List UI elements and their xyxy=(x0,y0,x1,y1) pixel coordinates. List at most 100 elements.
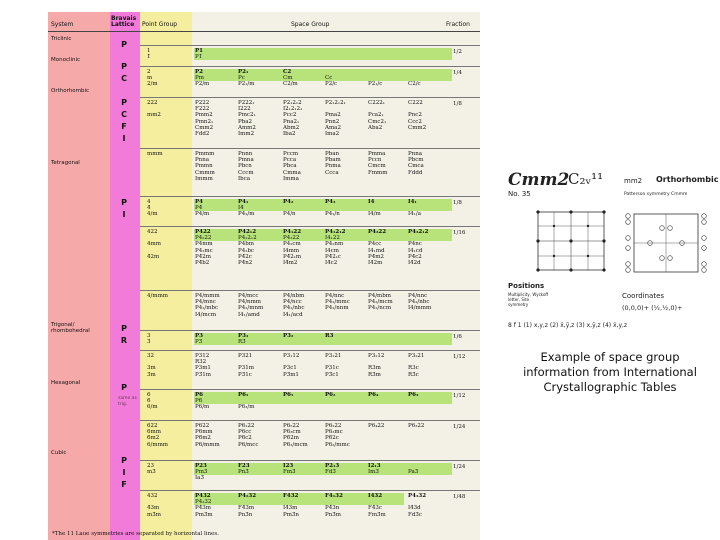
space-group-cell: P6₄ xyxy=(368,392,379,398)
laue-separator xyxy=(140,45,480,46)
space-group-cell: P6/m xyxy=(195,404,210,411)
lattice-cubic-i: I xyxy=(122,468,126,477)
fraction-value: 1/12 xyxy=(453,393,466,399)
lattice-monoclinic-p: P xyxy=(121,62,127,71)
inset-coordinates-label: Coordinates xyxy=(622,292,665,300)
space-group-cell: P4cc xyxy=(368,241,382,248)
space-group-cell: Cmma xyxy=(283,169,301,176)
system-cubic: Cubic xyxy=(51,450,67,456)
space-group-cell: P4̄2m xyxy=(195,253,211,260)
space-group-cell: P3₁21 xyxy=(325,353,342,359)
inset-schoenflies: C₂ᵥ¹¹ xyxy=(568,170,604,188)
space-group-cell: P4/m xyxy=(195,211,210,218)
highlight-band xyxy=(194,48,452,60)
space-group-cell: P4₂nm xyxy=(325,241,344,248)
space-group-cell: Cmm2 xyxy=(408,124,427,131)
point-group-cell: 4 xyxy=(147,199,151,205)
space-group-cell: I4₁22 xyxy=(325,235,340,242)
fraction-value: 1/12 xyxy=(453,354,466,360)
header-space-group: Space Group xyxy=(291,21,330,28)
lattice-trigonal-p: P xyxy=(121,324,127,333)
space-group-cell: P3̄ xyxy=(195,339,203,346)
point-group-cell: 222 xyxy=(147,100,158,106)
point-group-cell: 3 xyxy=(147,333,151,339)
laue-separator xyxy=(140,490,480,491)
space-group-cell: C2/c xyxy=(408,81,421,88)
space-group-cell: Cmmm xyxy=(195,169,215,176)
inset-general-position: 8 f 1 (1) x,y,z (2) x̄,ȳ,z (3) x,ȳ,z (4)… xyxy=(508,322,628,329)
space-group-cell: P4̄b2 xyxy=(195,260,210,266)
inset-number: No. 35 xyxy=(508,190,531,198)
space-group-cell: C222 xyxy=(408,100,423,106)
figure-caption: Example of space group information from … xyxy=(523,350,697,394)
space-group-cell: P3̄m1 xyxy=(283,371,299,378)
highlight-band xyxy=(194,392,452,404)
inset-patterson: Patterson symmetry Cmmm xyxy=(624,192,688,197)
fraction-value: 1/48 xyxy=(453,494,466,500)
space-group-cell: Pa3̄ xyxy=(408,469,419,476)
header-system: System xyxy=(51,21,74,28)
space-group-cell: P4/nbm xyxy=(283,293,305,299)
space-group-cell: I4mm xyxy=(283,247,300,254)
space-group-cell: Pmna xyxy=(238,157,254,164)
header-divider xyxy=(48,31,480,32)
point-group-cell: 4̄ xyxy=(147,205,151,212)
space-group-cell: P6/mcc xyxy=(238,441,259,448)
space-group-cell: P4/mnc xyxy=(195,299,216,306)
system-hexagonal: Hexagonal xyxy=(51,380,81,386)
space-group-cell: Pn3̄m xyxy=(325,511,341,518)
space-group-cell: Pc xyxy=(238,75,245,82)
space-group-cell: P4̄3m xyxy=(195,505,211,512)
lattice-orthorhombic-i: I xyxy=(122,134,126,143)
space-group-cell: Pm3̄n xyxy=(283,511,299,518)
space-group-cell: P6₂ xyxy=(325,392,336,398)
space-group-cell: Fd3̄c xyxy=(408,511,422,518)
space-group-cell: P4/mbm xyxy=(368,293,392,299)
fraction-value: 1/16 xyxy=(453,230,466,236)
space-group-cell: P222 xyxy=(195,100,210,106)
space-group-cell: Pn3̄n xyxy=(238,511,253,518)
space-group-cell: Pm3̄ xyxy=(195,469,208,476)
space-group-cell: Pmn2₁ xyxy=(195,118,214,125)
space-group-cell: P2 xyxy=(195,69,203,75)
lattice-orthorhombic-c: C xyxy=(121,110,127,119)
space-group-cell: Pba2 xyxy=(238,118,252,125)
space-group-cell: I4₁/acd xyxy=(283,311,303,318)
space-group-cell: Aba2 xyxy=(368,124,383,131)
fraction-value: 1/24 xyxy=(453,464,466,470)
space-group-cell: P3₂21 xyxy=(408,353,425,359)
space-group-cell: Cccm xyxy=(238,169,254,176)
space-group-cell: Pbcm xyxy=(408,157,424,164)
space-group-cell: Pcca xyxy=(283,157,297,164)
space-group-cell: P3̄c1 xyxy=(325,371,339,378)
point-group-cell: 432 xyxy=(147,493,158,499)
space-group-cell: P4mm xyxy=(195,241,213,248)
inset-centering-line: (0,0,0)+ (½,½,0)+ xyxy=(622,304,683,312)
point-group-cell: mm2 xyxy=(147,112,161,119)
header-point-group: Point Group xyxy=(142,21,178,28)
space-group-cell: P4/mmm xyxy=(195,293,220,299)
space-group-table: System Bravais Lattice Point Group Space… xyxy=(48,12,480,540)
space-group-cell: P6̄2c xyxy=(325,435,339,442)
space-group-cell: Iba2 xyxy=(283,131,296,137)
space-group-cell: P3₂ xyxy=(283,333,294,339)
space-group-cell: Immm xyxy=(195,175,213,182)
laue-separator xyxy=(140,389,480,390)
space-group-cell: F222 xyxy=(195,106,210,113)
space-group-cell: Pban xyxy=(325,151,340,157)
laue-separator xyxy=(140,330,480,331)
space-group-cell: P6₅22 xyxy=(283,423,300,429)
space-group-cell: P6/mmm xyxy=(195,441,220,448)
space-group-cell: P4/nnc xyxy=(325,293,345,299)
space-group-cell: Ccca xyxy=(325,169,339,176)
space-group-cell: Pnna xyxy=(195,157,210,164)
hexagonal-lattice-note: same as trig. xyxy=(118,396,137,407)
point-group-cell: m3̄ xyxy=(147,469,156,476)
space-group-cell: Fdd2 xyxy=(195,131,210,137)
space-group-cell: P3̄1c xyxy=(238,371,252,378)
point-group-cell: 6̄ xyxy=(147,398,151,405)
space-group-cell: I4̄3d xyxy=(408,505,421,512)
space-group-cell: P4₂ xyxy=(283,199,294,205)
space-group-cell: I2₁3 xyxy=(368,463,381,469)
space-group-cell: P4₂/mmc xyxy=(325,299,350,306)
